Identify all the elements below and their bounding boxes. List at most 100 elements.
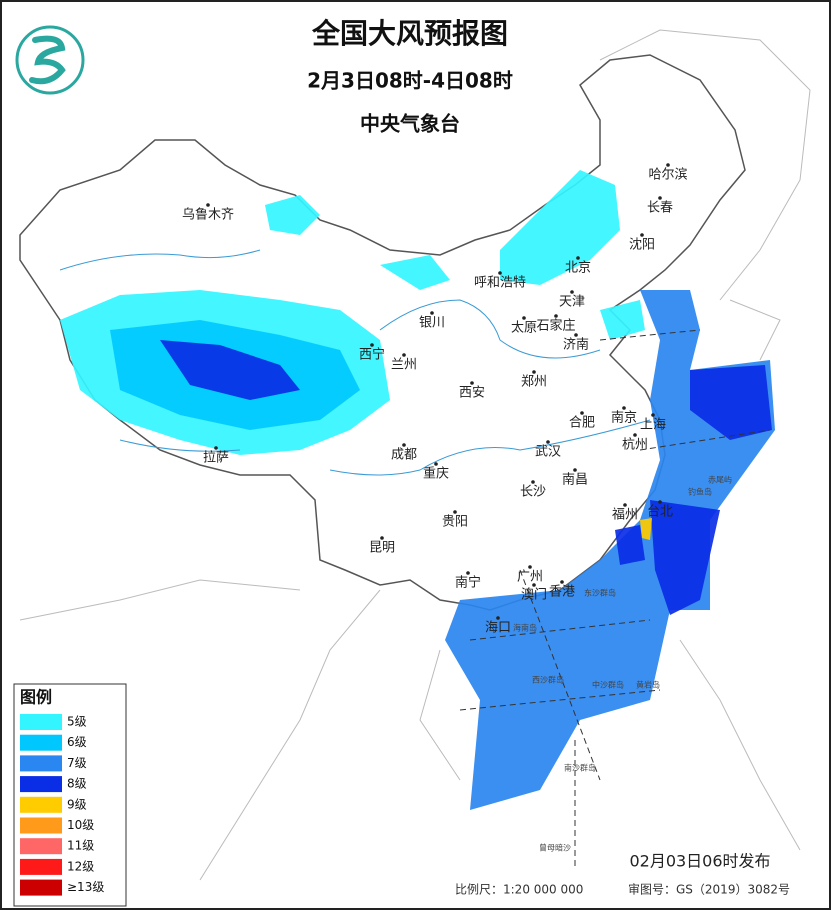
city-dot bbox=[214, 446, 218, 450]
scale: 比例尺：1:20 000 000 bbox=[455, 883, 583, 897]
city-dot bbox=[658, 196, 662, 200]
city-label: 台北 bbox=[647, 505, 673, 520]
city-dot bbox=[570, 290, 574, 294]
city-dot bbox=[658, 500, 662, 504]
neighbor-borders bbox=[19, 29, 811, 881]
legend-swatch bbox=[20, 879, 62, 896]
city-label: 南宁 bbox=[455, 575, 481, 591]
city-dot bbox=[573, 468, 577, 472]
legend-swatch bbox=[20, 776, 62, 793]
city-label: 重庆 bbox=[423, 466, 449, 482]
island-label: 西沙群岛 bbox=[532, 675, 564, 685]
city-dot bbox=[370, 343, 374, 347]
review-number: 审图号：GS（2019）3082号 bbox=[628, 882, 790, 897]
city-dot bbox=[651, 413, 655, 417]
legend-label: 9级 bbox=[67, 797, 87, 811]
city-label: 长沙 bbox=[520, 485, 546, 500]
city-label: 长春 bbox=[647, 201, 673, 216]
city-dot bbox=[546, 440, 550, 444]
legend-label: 10级 bbox=[67, 818, 94, 832]
city-dot bbox=[528, 565, 532, 569]
wind-area bbox=[265, 195, 320, 235]
city-dot bbox=[434, 462, 438, 466]
sea-grid bbox=[459, 329, 771, 870]
city-label: 武汉 bbox=[535, 445, 561, 460]
wind-area bbox=[380, 255, 450, 290]
legend-label: 8级 bbox=[67, 777, 87, 791]
city-label: 沈阳 bbox=[629, 238, 655, 253]
rivers bbox=[59, 249, 651, 476]
city-label: 石家庄 bbox=[536, 318, 575, 334]
city-label: 太原 bbox=[511, 321, 537, 336]
legend-label: 11级 bbox=[67, 839, 94, 853]
issued-time: 02月03日06时发布 bbox=[629, 852, 770, 871]
city-label: 福州 bbox=[612, 508, 638, 523]
city-label: 南昌 bbox=[562, 472, 588, 488]
legend-swatch bbox=[20, 734, 62, 751]
wind-area bbox=[640, 518, 652, 540]
city-dot bbox=[640, 233, 644, 237]
city-label: 北京 bbox=[565, 261, 591, 276]
city-label: 合肥 bbox=[569, 416, 595, 431]
logo bbox=[15, 25, 85, 95]
legend-label: ≥13级 bbox=[67, 880, 104, 894]
city-label: 香港 bbox=[549, 585, 575, 600]
island-label: 曾母暗沙 bbox=[539, 843, 571, 853]
wind-areas bbox=[60, 170, 775, 810]
city-dot bbox=[206, 203, 210, 207]
city-label: 澳门 bbox=[521, 587, 547, 603]
city-dot bbox=[498, 271, 502, 275]
legend-label: 7级 bbox=[67, 756, 87, 770]
city-label: 郑州 bbox=[521, 375, 547, 390]
city-label: 西宁 bbox=[359, 347, 385, 363]
city-label: 哈尔滨 bbox=[648, 167, 687, 183]
legend-swatch bbox=[20, 838, 62, 855]
wind-area bbox=[615, 525, 645, 565]
city-label: 呼和浩特 bbox=[474, 276, 526, 291]
legend-label: 12级 bbox=[67, 859, 94, 873]
city-dot bbox=[560, 580, 564, 584]
city-dot bbox=[531, 480, 535, 484]
subtitle: 2月3日08时-4日08时 bbox=[307, 69, 513, 93]
island-label: 黄岩岛 bbox=[636, 680, 660, 690]
island-label: 南沙群岛 bbox=[564, 763, 596, 773]
city-dot bbox=[574, 333, 578, 337]
city-dot bbox=[496, 616, 500, 620]
city-label: 乌鲁木齐 bbox=[182, 207, 234, 223]
city-label: 杭州 bbox=[622, 438, 648, 453]
city-dot bbox=[453, 510, 457, 514]
city-label: 昆明 bbox=[369, 541, 395, 556]
city-label: 南京 bbox=[611, 410, 637, 426]
island-label: 东沙群岛 bbox=[584, 588, 616, 598]
legend-title: 图例 bbox=[20, 688, 52, 707]
city-label: 海口 bbox=[485, 621, 511, 636]
city-dot bbox=[402, 443, 406, 447]
wind-area bbox=[445, 290, 775, 810]
city-label: 广州 bbox=[517, 570, 543, 585]
wind-area bbox=[650, 500, 720, 615]
city-label: 济南 bbox=[563, 337, 589, 353]
city-label: 银川 bbox=[419, 316, 445, 331]
issuer: 中央气象台 bbox=[360, 112, 460, 136]
city-dot bbox=[633, 433, 637, 437]
city-dot bbox=[430, 311, 434, 315]
city-dot bbox=[470, 381, 474, 385]
city-label: 上海 bbox=[640, 418, 666, 433]
city-dot bbox=[402, 353, 406, 357]
island-label: 中沙群岛 bbox=[592, 680, 624, 690]
legend-swatch bbox=[20, 796, 62, 813]
island-label: 海南岛 bbox=[513, 623, 537, 633]
wind-area bbox=[600, 300, 645, 340]
city-dot bbox=[522, 316, 526, 320]
city-dot bbox=[623, 503, 627, 507]
city-dot bbox=[532, 583, 536, 587]
city-label: 成都 bbox=[391, 448, 417, 463]
island-label: 赤尾屿 bbox=[708, 476, 732, 485]
city-dot bbox=[580, 411, 584, 415]
legend-swatch bbox=[20, 714, 62, 730]
city-dot bbox=[554, 314, 558, 318]
city-label: 拉萨 bbox=[203, 451, 229, 466]
title: 全国大风预报图 bbox=[311, 17, 508, 50]
